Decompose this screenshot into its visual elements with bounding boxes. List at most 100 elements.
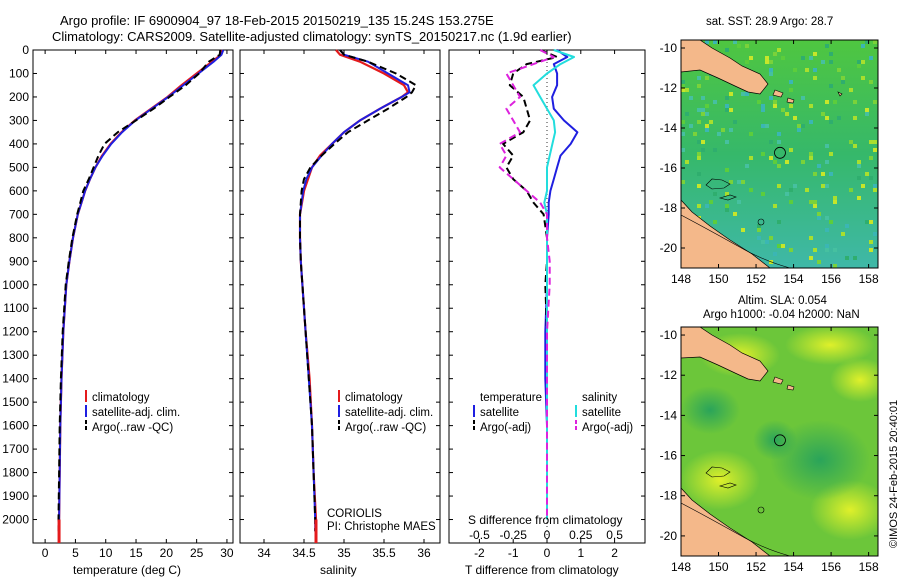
lon-tick-label: 156: [821, 272, 841, 286]
depth-tick-label: 1800: [2, 466, 29, 480]
sst-pixel: [869, 156, 873, 160]
difference-legend: temperature satellite Argo(-adj) salinit…: [473, 392, 633, 434]
sst-pixel: [869, 240, 873, 244]
sst-pixel: [705, 112, 709, 116]
sla-land-australia: [681, 487, 771, 556]
sst-pixel: [725, 96, 729, 100]
legend-satellite-label: satellite-adj. clim.: [92, 407, 180, 419]
sst-pixel: [857, 176, 861, 180]
sst-pixel: [777, 48, 781, 52]
sst-pixel: [697, 156, 701, 160]
legend-argo-label: Argo(..raw -QC): [92, 422, 173, 434]
series-line-temperature-argo-adj-: [502, 49, 559, 520]
salinity-y-ticks: [240, 49, 440, 521]
sst-pixel: [813, 172, 817, 176]
sst-pixel: [841, 232, 845, 236]
depth-tick-label: 100: [9, 66, 29, 80]
sst-pixel: [761, 124, 765, 128]
sst-pixel: [857, 164, 861, 168]
sst-pixel: [769, 156, 773, 160]
sst-pixel: [705, 124, 709, 128]
sst-pixel: [789, 88, 793, 92]
sst-pixel: [789, 104, 793, 108]
sst-pixel: [709, 200, 713, 204]
sst-pixel: [805, 188, 809, 192]
depth-tick-label: 1400: [2, 372, 29, 386]
sla-map-title-line1: Altim. SLA: 0.054: [738, 295, 827, 307]
sla-map-axes: 148 150 152 154 156 158 -10 -12 -14 -16 -18 -20: [660, 327, 879, 574]
sst-pixel: [773, 252, 777, 256]
sst-pixel: [869, 56, 873, 60]
sst-pixel: [869, 176, 873, 180]
sst-pixel: [809, 236, 813, 240]
sst-pixel: [713, 148, 717, 152]
sst-pixel: [789, 80, 793, 84]
sst-pixel: [777, 184, 781, 188]
sst-pixel: [769, 140, 773, 144]
difference-y-ticks: [449, 49, 645, 521]
sst-pixel: [817, 212, 821, 216]
sst-pixel: [773, 160, 777, 164]
sst-pixel: [745, 164, 749, 168]
sst-pixel: [713, 220, 717, 224]
sst-pixel: [837, 68, 841, 72]
sst-pixel: [681, 132, 685, 136]
sst-pixel: [685, 160, 689, 164]
sst-pixel: [809, 56, 813, 60]
sst-pixel: [869, 248, 873, 252]
depth-tick-label: 600: [9, 184, 29, 198]
sst-pixel: [873, 40, 877, 44]
sst-pixel: [681, 120, 685, 124]
sst-pixel: [705, 76, 709, 80]
sst-pixel: [741, 92, 745, 96]
sla-land-new-guinea: [681, 327, 769, 382]
depth-tick-label: 700: [9, 207, 29, 221]
sst-pixel: [701, 96, 705, 100]
sst-pixel: [865, 40, 869, 44]
sst-pixel: [749, 132, 753, 136]
sst-pixel: [681, 88, 685, 92]
sst-pixel: [773, 100, 777, 104]
sst-pixel: [785, 160, 789, 164]
figure-title-line1: Argo profile: IF 6900904_97 18-Feb-2015 …: [60, 13, 494, 28]
depth-tick-label: 200: [9, 90, 29, 104]
sst-pixel: [697, 172, 701, 176]
depth-tick-label: 800: [9, 231, 29, 245]
sst-pixel: [833, 100, 837, 104]
sst-pixel: [773, 104, 777, 108]
series-line-temperature-satellite: [544, 49, 579, 520]
sst-pixel: [741, 228, 745, 232]
sst-pixel: [789, 148, 793, 152]
sst-pixel: [829, 152, 833, 156]
lat-tick-label: -12: [660, 81, 678, 95]
sla-reef-contours: [705, 466, 765, 514]
t-difference-axis-label: T difference from climatology: [465, 563, 619, 577]
sst-pixel: [713, 40, 717, 44]
sst-land-islands: [772, 89, 843, 104]
depth-axis: 0 100 200 300 400 500 600 700 800 900 1000 1100 1200…: [2, 43, 233, 527]
lat-tick-label: -10: [660, 328, 678, 342]
depth-tick-label: 900: [9, 254, 29, 268]
x-tick-label: 35: [337, 546, 351, 560]
sst-pixel: [769, 236, 773, 240]
lon-tick-label: 156: [821, 560, 841, 574]
sla-argo-position-marker: [774, 434, 786, 447]
sst-argo-position-marker: [774, 146, 786, 159]
sst-pixel: [705, 204, 709, 208]
lat-tick-label: -20: [660, 241, 678, 255]
x-tick-label: 20: [160, 546, 174, 560]
sst-pixel: [697, 120, 701, 124]
sst-pixel: [769, 72, 773, 76]
sst-pixel: [825, 244, 829, 248]
sst-map-title: sat. SST: 28.9 Argo: 28.7: [706, 16, 833, 28]
x-tick-label: -2: [474, 546, 485, 560]
sst-pixel: [825, 248, 829, 252]
legend-temp-argo-label: Argo(-adj): [480, 422, 531, 434]
x-tick-label: 1: [577, 546, 584, 560]
sst-pixel: [717, 132, 721, 136]
sst-pixel: [873, 140, 877, 144]
s-difference-axis-label: S difference from climatology: [468, 513, 623, 527]
x-tick-label: 15: [129, 546, 143, 560]
sst-pixel: [809, 256, 813, 260]
